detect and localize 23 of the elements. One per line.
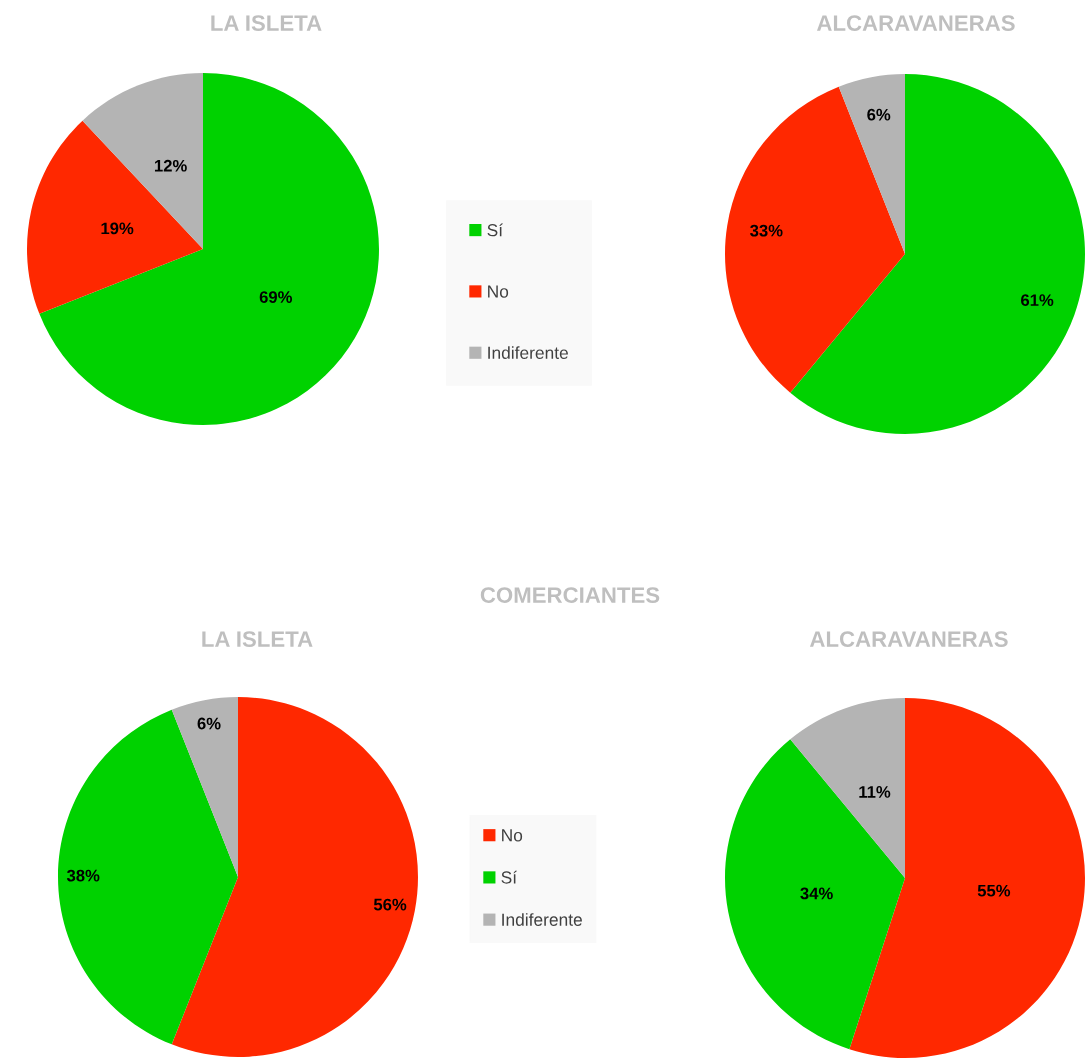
data-label: 69% [259,291,293,303]
legend-label: Sí [487,223,503,237]
data-label: 19% [101,222,134,235]
data-label: 6% [197,717,221,730]
legend-label: No [488,285,509,298]
data-label: 11% [859,786,891,798]
data-label: 6% [867,108,891,121]
slice-label: LA ISLETA [202,631,313,647]
data-label: 61% [1021,294,1054,307]
data-label: 34% [800,887,833,900]
legend-label: Sí [501,870,517,884]
legend-label: No [502,829,523,842]
chart-title: COMERCIANTES [480,587,660,603]
slice-label: ALCARAVANERAS [816,15,1015,31]
data-label: 12% [154,159,187,172]
data-label: 33% [750,224,783,237]
slice-label: LA ISLETA [211,15,322,31]
data-label: 56% [373,898,407,911]
data-label: 38% [66,869,100,882]
slice-label: ALCARAVANERAS [809,631,1008,647]
legend-label: Indiferente [488,346,568,359]
data-label: 55% [977,884,1011,897]
legend-label: Indiferente [502,913,582,926]
